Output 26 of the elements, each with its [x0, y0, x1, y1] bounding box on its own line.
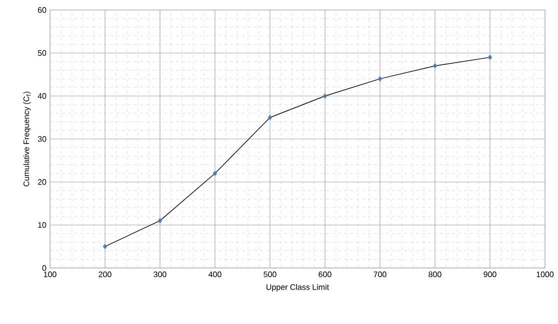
- point: [213, 170, 217, 176]
- x-tick-label: 100: [44, 272, 56, 278]
- point: [432, 63, 437, 68]
- y-tick-label: 30: [38, 136, 46, 142]
- x-tick-label: 900: [484, 272, 496, 278]
- point: [103, 244, 108, 250]
- point: [322, 93, 327, 99]
- point: [378, 76, 382, 82]
- y-tick-label: 10: [38, 222, 46, 228]
- x-tick-label: 500: [264, 272, 276, 278]
- x-tick-label: 700: [374, 272, 386, 278]
- y-tick-label: 40: [38, 93, 46, 99]
- y-axis-title: Cumulative Frequency (C$_{f}$): [23, 92, 31, 186]
- y-tick-label: 20: [38, 179, 46, 185]
- point: [158, 218, 162, 224]
- y-tick-label: 0: [42, 265, 46, 271]
- point: [488, 54, 492, 60]
- x-tick-label: 200: [98, 272, 112, 278]
- x-tick-label: 800: [428, 272, 442, 278]
- y-tick-label: 50: [38, 50, 46, 56]
- x-tick-label: 300: [154, 272, 166, 278]
- x-axis-title: Upper Class Limit: [266, 284, 329, 292]
- x-tick-label: 400: [208, 272, 222, 278]
- x-tick-label: 1000: [536, 272, 554, 278]
- y-tick-label: 60: [38, 7, 46, 13]
- x-tick-label: 600: [318, 272, 332, 278]
